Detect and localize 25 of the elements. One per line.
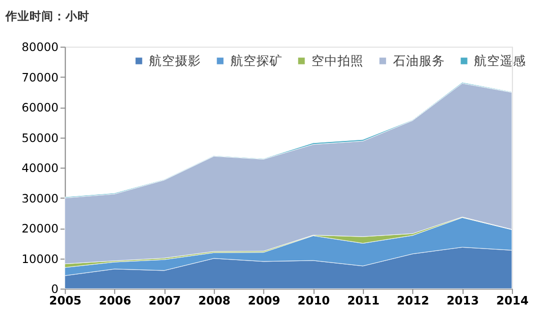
y-tick-label: 50000 <box>22 130 59 145</box>
x-tick-label: 2006 <box>98 294 132 308</box>
y-tick-label: 20000 <box>22 222 59 236</box>
x-tick-label: 2012 <box>396 294 430 308</box>
legend-label: 航空摄影 <box>149 52 202 68</box>
y-tick-label: 70000 <box>22 70 59 84</box>
x-tick-label: 2007 <box>148 294 181 308</box>
legend-label: 空中拍照 <box>312 52 364 68</box>
x-tick-label: 2014 <box>496 294 529 308</box>
y-axis-title: 作业时间：小时 <box>4 9 90 24</box>
x-tick-label: 2005 <box>49 294 82 308</box>
x-tick-label: 2011 <box>347 294 380 308</box>
x-tick-label: 2009 <box>248 294 280 308</box>
legend-label: 石油服务 <box>392 52 445 68</box>
x-tick-label: 2008 <box>198 294 231 308</box>
legend-label: 航空探矿 <box>230 52 282 68</box>
y-tick-label: 80000 <box>22 40 59 54</box>
y-tick-label: 30000 <box>22 191 59 206</box>
y-tick-label: 0 <box>51 282 59 296</box>
y-tick-label: 10000 <box>22 252 59 266</box>
y-tick-label: 60000 <box>22 100 59 115</box>
x-tick-label: 2013 <box>446 294 479 308</box>
y-tick-label: 40000 <box>22 161 59 176</box>
legend-label: 航空遥感 <box>474 52 526 68</box>
x-tick-label: 2010 <box>298 294 330 308</box>
